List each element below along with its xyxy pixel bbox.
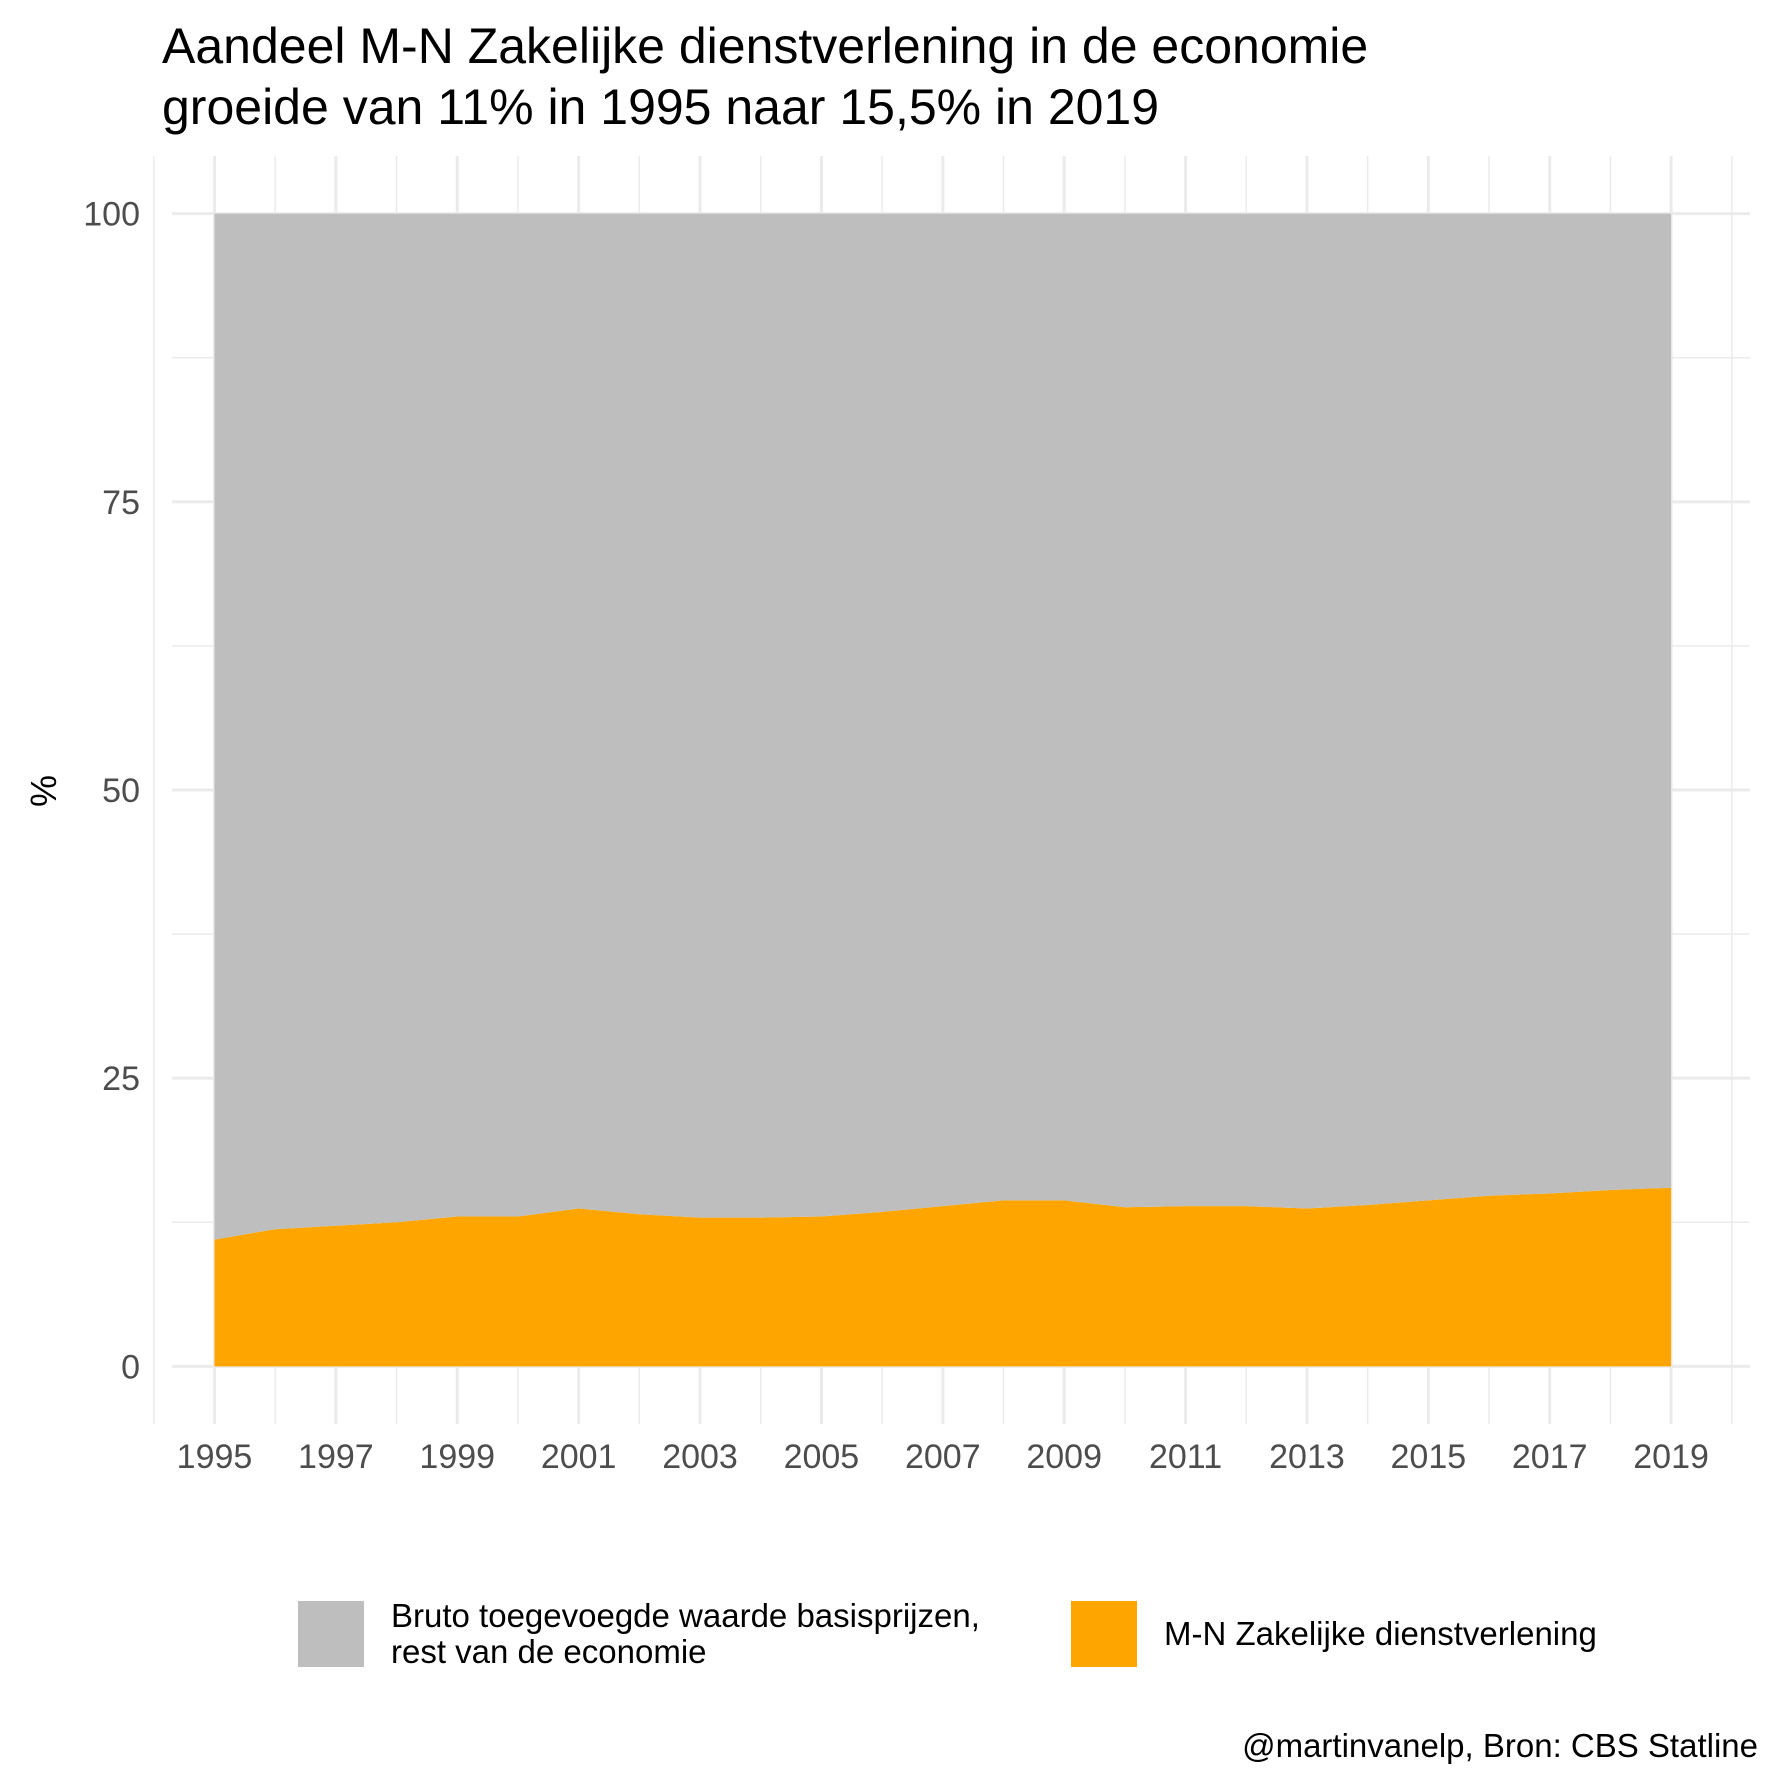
- y-tick-label: 100: [83, 196, 140, 234]
- x-tick-label: 2015: [1391, 1438, 1467, 1476]
- legend-label-0: Bruto toegevoegde waarde basisprijzen,: [391, 1597, 980, 1634]
- legend: Bruto toegevoegde waarde basisprijzen,re…: [298, 1597, 1597, 1670]
- legend-label-0: rest van de economie: [391, 1633, 707, 1670]
- x-tick-label: 2013: [1269, 1438, 1345, 1476]
- legend-key-1: [1071, 1601, 1137, 1667]
- x-tick-label: 1997: [298, 1438, 374, 1476]
- x-tick-label: 1999: [419, 1438, 495, 1476]
- y-tick-label: 50: [102, 772, 140, 810]
- x-tick-label: 2011: [1149, 1438, 1222, 1476]
- x-tick-label: 2017: [1512, 1438, 1588, 1476]
- x-tick-label: 2019: [1633, 1438, 1709, 1476]
- y-tick-labels: 0 25 50 75 100: [83, 196, 140, 1387]
- area-series-0: [214, 1187, 1672, 1367]
- y-tick-label: 25: [102, 1060, 140, 1098]
- x-tick-label: 2001: [541, 1438, 617, 1476]
- chart-title-line-2: groeide van 11% in 1995 naar 15,5% in 20…: [162, 79, 1159, 135]
- plot-areas: [214, 213, 1672, 1367]
- x-tick-label: 2003: [662, 1438, 738, 1476]
- y-tick-label: 0: [121, 1348, 140, 1386]
- y-tick-label: 75: [102, 484, 140, 522]
- x-tick-label: 2005: [784, 1438, 860, 1476]
- x-tick-label: 2007: [905, 1438, 981, 1476]
- x-tick-label: 1995: [177, 1438, 253, 1476]
- y-axis-title: %: [23, 775, 64, 807]
- legend-key-0: [298, 1601, 364, 1667]
- area-series-1: [214, 213, 1672, 1240]
- caption: @martinvanelp, Bron: CBS Statline: [1242, 1727, 1758, 1764]
- chart-title-line-1: Aandeel M-N Zakelijke dienstverlening in…: [162, 18, 1368, 74]
- x-tick-labels: 1995 1997 1999 2001 2003 2005 2007 2009 2011 2013…: [177, 1438, 1709, 1476]
- x-tick-label: 2009: [1026, 1438, 1102, 1476]
- legend-label-1: M-N Zakelijke dienstverlening: [1164, 1615, 1597, 1652]
